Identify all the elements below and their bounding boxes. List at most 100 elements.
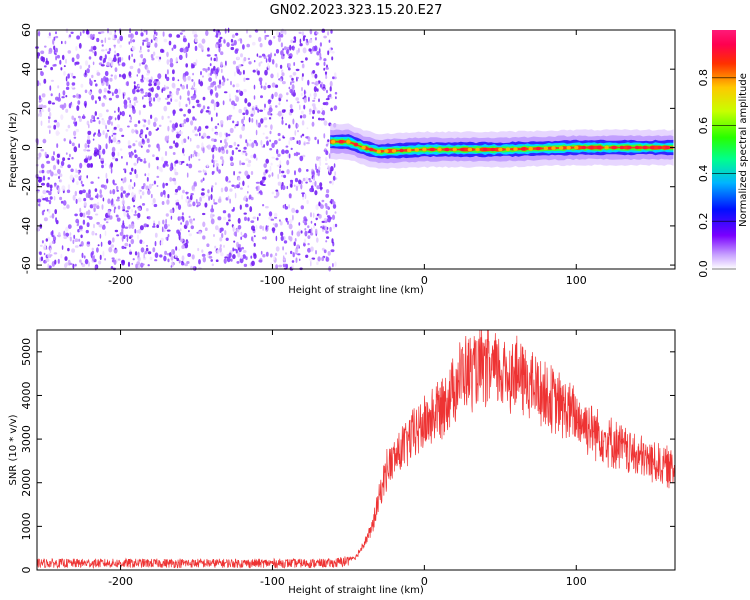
colorbar-tick-label: 0.2	[697, 212, 710, 230]
spectrogram-noise-speck	[96, 149, 100, 156]
spectrogram-noise-speck	[43, 209, 46, 212]
spectrogram-noise-speck	[140, 145, 143, 148]
spectrogram-noise-speck	[334, 223, 338, 228]
spectrogram-noise-speck	[253, 109, 256, 115]
spectrogram-noise-speck	[39, 111, 43, 118]
spectrogram-noise-speck	[308, 96, 310, 102]
spectrogram-noise-speck	[238, 108, 242, 114]
spectrogram-noise-speck	[181, 139, 184, 145]
spectrogram-noise-speck	[284, 206, 289, 210]
spectrogram-noise-speck	[277, 34, 282, 38]
spectrogram-noise-speck	[137, 251, 140, 258]
spectrogram-noise-speck	[263, 144, 265, 148]
spectrogram-noise-speck	[316, 88, 319, 92]
signal-peak-dot	[331, 139, 336, 144]
spectrogram-noise-speck	[325, 162, 328, 166]
spectrogram-noise-speck	[156, 80, 161, 86]
spectrogram-noise-speck	[104, 70, 109, 77]
spectrogram-noise-speck	[75, 128, 80, 133]
spectrogram-noise-speck	[243, 116, 245, 121]
spectrogram-noise-speck	[107, 209, 111, 216]
spectrogram-noise-speck	[122, 73, 126, 80]
spectrogram-noise-speck	[145, 208, 149, 212]
spectrogram-noise-speck	[162, 219, 165, 225]
spectrogram-noise-speck	[247, 57, 251, 61]
spectrogram-noise-speck	[331, 179, 334, 186]
spectrogram-noise-speck	[51, 230, 54, 235]
spectrogram-noise-speck	[43, 65, 47, 68]
spectrogram-noise-speck	[90, 118, 93, 124]
spectrogram-noise-speck	[204, 202, 208, 208]
spectrogram-noise-speck	[275, 157, 279, 161]
spectrogram-noise-speck	[245, 152, 248, 157]
spectrogram-noise-speck	[167, 125, 170, 132]
spectrogram-noise-speck	[318, 166, 321, 171]
spectrogram-noise-speck	[334, 171, 337, 176]
spectrogram-noise-speck	[152, 225, 156, 228]
spectrogram-noise-speck	[262, 204, 265, 207]
spectrogram-noise-speck	[67, 224, 72, 230]
spectrogram-noise-speck	[325, 101, 329, 106]
spectrogram-noise-speck	[110, 168, 113, 174]
spectrogram-noise-speck	[78, 143, 80, 148]
spectrogram-noise-speck	[49, 247, 52, 254]
spectrogram-noise-speck	[95, 83, 98, 87]
spectrogram-noise-speck	[281, 185, 286, 191]
spectrogram-noise-speck	[218, 146, 222, 153]
spectrogram-noise-speck	[168, 33, 173, 38]
spectrogram-noise-speck	[225, 142, 228, 147]
spectrogram-noise-speck	[288, 223, 293, 230]
spectrogram-noise-speck	[167, 115, 170, 119]
spectrogram-noise-speck	[114, 229, 119, 233]
spectrogram-noise-speck	[52, 38, 55, 45]
spectrogram-noise-speck	[262, 132, 265, 135]
spectrogram-noise-speck	[110, 61, 114, 67]
spectrogram-noise-speck	[189, 218, 193, 224]
signal-peak-dot	[376, 149, 381, 154]
spectrogram-noise-speck	[137, 234, 139, 240]
spectrogram-noise-speck	[230, 43, 235, 46]
spectrogram-noise-speck	[207, 66, 210, 71]
signal-peak-dot	[422, 147, 427, 152]
spectrogram-noise-speck	[40, 50, 45, 55]
spectrogram-noise-speck	[153, 97, 156, 102]
spectrogram-noise-speck	[202, 221, 206, 228]
spectrogram-noise-speck	[139, 225, 144, 231]
spectrogram-noise-speck	[94, 51, 97, 57]
spectrogram-noise-speck	[306, 127, 309, 130]
spectrogram-noise-speck	[293, 184, 296, 187]
spectrogram-noise-speck	[321, 256, 325, 262]
spectrogram-noise-speck	[104, 258, 107, 261]
spectrogram-noise-speck	[239, 204, 242, 210]
spectrogram-noise-speck	[148, 130, 152, 136]
spectrogram-noise-speck	[93, 79, 97, 82]
signal-peak-dot	[475, 147, 480, 152]
spectrogram-noise-speck	[271, 191, 275, 195]
spectrogram-noise-speck	[233, 185, 237, 189]
spectrogram-noise-speck	[297, 253, 301, 256]
spectrogram-noise-speck	[181, 160, 185, 164]
spectrogram-noise-speck	[120, 186, 124, 192]
spectrogram-noise-speck	[74, 213, 78, 217]
spectrogram-noise-speck	[261, 179, 265, 183]
spectrogram-noise-speck	[80, 180, 83, 185]
spectrogram-noise-speck	[211, 159, 214, 164]
spectrogram-noise-speck	[52, 236, 57, 242]
spectrogram-noise-speck	[293, 36, 297, 40]
spectrogram-noise-speck	[70, 31, 74, 34]
spectrogram-noise-speck	[198, 158, 201, 161]
spectrogram-noise-speck	[115, 158, 119, 162]
spectrogram-noise-speck	[57, 97, 61, 102]
spectrogram-noise-speck	[40, 109, 45, 113]
spectrogram-noise-speck	[295, 97, 300, 101]
spectrogram-noise-speck	[144, 250, 148, 255]
spectrogram-noise-speck	[260, 95, 263, 99]
spectrogram-noise-speck	[287, 220, 289, 225]
spectrogram-noise-speck	[263, 117, 268, 121]
signal-peak-dot	[520, 147, 526, 151]
spectrogram-noise-speck	[107, 37, 111, 40]
spectrogram-noise-speck	[329, 180, 332, 184]
spectrogram-noise-speck	[271, 172, 274, 177]
spectrogram-noise-speck	[260, 250, 263, 255]
spectrogram-noise-speck	[232, 60, 236, 65]
